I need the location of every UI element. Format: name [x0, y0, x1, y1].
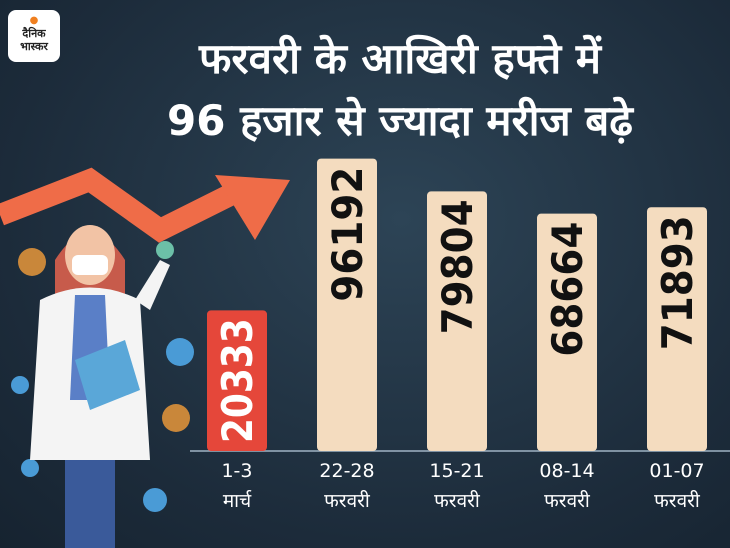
bar	[207, 310, 267, 451]
virus	[162, 404, 190, 432]
clipboard	[75, 340, 140, 410]
x-tick-label: 08-14 फरवरी	[539, 460, 595, 512]
x-tick-label: 22-28 फरवरी	[319, 460, 375, 512]
glove	[156, 241, 174, 259]
illustration	[0, 167, 290, 548]
virus	[143, 488, 167, 512]
trend-arrow	[0, 167, 235, 243]
x-tick-label: 15-21 फरवरी	[429, 460, 485, 512]
mask	[72, 255, 108, 275]
arrow-head	[215, 175, 290, 240]
value-label: 71893	[653, 215, 702, 350]
bar	[647, 207, 707, 451]
legs	[65, 460, 115, 548]
logo: ● दैनिक भास्कर	[8, 10, 60, 62]
virus	[11, 376, 29, 394]
value-label: 96192	[323, 167, 372, 302]
virus	[18, 248, 46, 276]
virus	[166, 338, 194, 366]
arm	[135, 260, 170, 310]
logo-text: दैनिक	[22, 27, 46, 40]
virus	[21, 459, 39, 477]
x-tick-label: 01-07 फरवरी	[649, 460, 705, 512]
bar	[317, 158, 377, 451]
logo-text: भास्कर	[20, 40, 48, 53]
x-tick-label: 1-3 मार्च	[221, 460, 253, 512]
bar	[427, 191, 487, 451]
chart-title: फरवरी के आखिरी हफ्ते में 96 हजार से ज्या…	[167, 34, 633, 145]
value-label: 79804	[433, 199, 482, 334]
value-label: 68664	[543, 222, 592, 357]
value-label: 20333	[213, 318, 262, 443]
bar	[537, 213, 597, 451]
